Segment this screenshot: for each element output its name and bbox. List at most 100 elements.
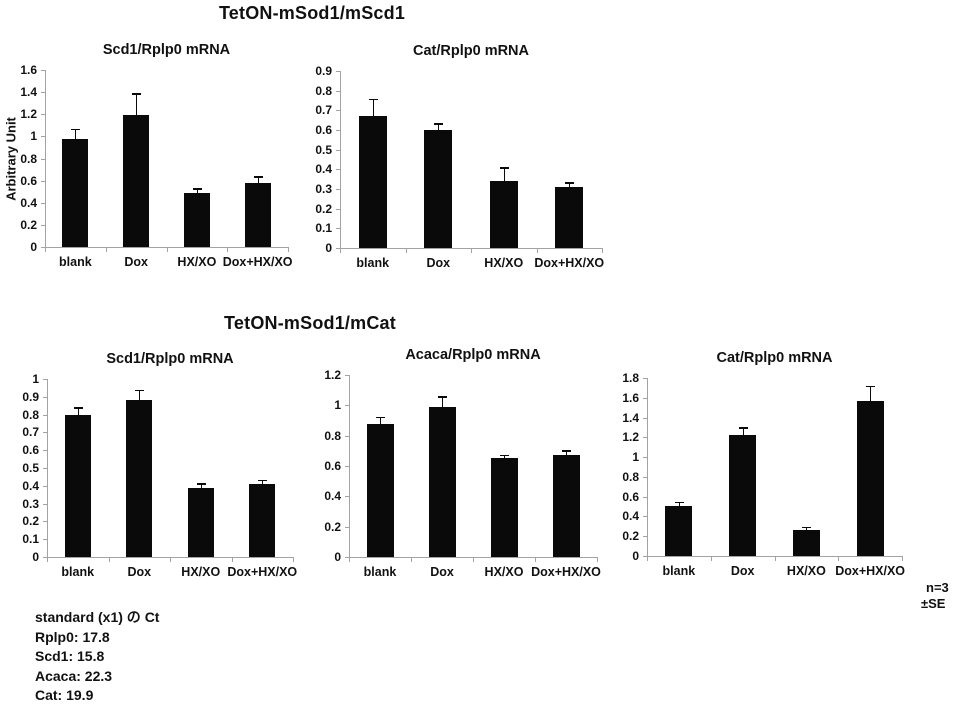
chart-title: Cat/Rplp0 mRNA	[716, 350, 833, 366]
y-tick-label: 0.5	[22, 461, 39, 475]
x-category-label: blank	[59, 255, 92, 269]
x-tick-mark	[166, 248, 168, 252]
y-tick-mark	[643, 437, 647, 439]
bar-hx-xo	[490, 458, 518, 557]
y-tick-label: 0.6	[622, 489, 639, 504]
bar-dox	[126, 400, 153, 557]
error-bar-cap	[802, 526, 812, 529]
y-tick-label: 0	[30, 240, 37, 254]
bar-dox-hx-xo	[552, 455, 580, 557]
y-tick-mark	[643, 496, 647, 498]
x-category-label: Dox	[426, 256, 451, 270]
y-tick-mark	[43, 450, 47, 452]
y-tick-mark	[336, 90, 340, 92]
error-bar-cap	[376, 416, 385, 419]
x-category-label: Dox	[430, 565, 454, 579]
sample-size-note: n=3	[926, 580, 949, 595]
error-bar-cap	[434, 123, 444, 125]
y-tick-label: 0.6	[20, 173, 37, 188]
y-tick-label: 1	[334, 398, 341, 413]
y-tick-mark	[41, 202, 45, 204]
y-tick-mark	[41, 180, 45, 182]
y-tick-mark	[643, 556, 647, 557]
error-bar-cap	[253, 176, 263, 178]
y-tick-mark	[41, 247, 45, 248]
y-tick-mark	[345, 557, 349, 558]
error-bar-line	[442, 396, 443, 407]
x-category-label: HX/XO	[786, 564, 826, 578]
x-category-label: HX/XO	[177, 255, 217, 269]
error-bar-line	[75, 128, 77, 139]
y-tick-label: 0	[32, 550, 39, 564]
chart-title: Cat/Rplp0 mRNA	[412, 43, 530, 59]
error-bar-line	[262, 479, 264, 484]
error-bar-line	[742, 427, 744, 436]
y-tick-mark	[345, 466, 349, 467]
bar-dox	[123, 115, 150, 247]
y-tick-label: 1.2	[622, 430, 639, 445]
x-category-label: Dox	[127, 565, 152, 579]
x-tick-mark	[536, 249, 538, 253]
error-bar-cap	[562, 450, 571, 452]
error-bar-line	[566, 450, 567, 456]
y-tick-label: 1.2	[324, 368, 341, 382]
y-tick-label: 0.3	[315, 182, 332, 196]
y-tick-label: 1.4	[20, 85, 37, 100]
x-category-label: Dox+HX/XO	[835, 564, 906, 578]
x-category-label: HX/XO	[181, 565, 221, 579]
bar-hx-xo	[792, 530, 820, 556]
error-type-note: ±SE	[921, 596, 946, 611]
section-title-top: TetON-mSod1/mScd1	[218, 3, 406, 23]
x-axis-line	[47, 557, 294, 558]
y-tick-label: 0.1	[315, 221, 332, 236]
x-tick-mark	[45, 248, 46, 252]
error-bar-cap	[132, 93, 142, 95]
y-tick-label: 1.6	[622, 390, 639, 405]
error-bar-cap	[135, 389, 145, 392]
y-tick-label: 0.8	[324, 428, 341, 443]
y-tick-mark	[43, 414, 47, 416]
bar-dox-hx-xo	[249, 484, 276, 557]
error-bar-cap	[565, 182, 575, 184]
x-tick-mark	[535, 558, 536, 562]
y-tick-mark	[41, 158, 45, 160]
x-tick-mark	[170, 558, 171, 562]
x-category-label: Dox+HX/XO	[531, 565, 601, 579]
y-tick-label: 0.9	[315, 64, 332, 78]
y-tick-mark	[43, 432, 47, 434]
x-axis-line	[647, 556, 903, 557]
error-bar-cap	[674, 501, 684, 504]
y-tick-label: 0.8	[315, 83, 332, 98]
y-tick-label: 1	[632, 450, 639, 465]
x-tick-mark	[349, 558, 350, 562]
x-tick-mark	[471, 249, 472, 253]
chart-title: Scd1/Rplp0 mRNA	[106, 351, 234, 367]
x-tick-mark	[710, 557, 712, 561]
y-tick-label: 0	[334, 550, 341, 564]
y-tick-mark	[643, 516, 647, 518]
y-tick-mark	[345, 526, 349, 528]
y-axis-line	[47, 379, 48, 558]
y-tick-label: 0.9	[22, 389, 39, 404]
y-tick-mark	[336, 110, 340, 112]
error-bar-line	[257, 176, 259, 183]
ct-note-cat: Cat: 19.9	[35, 687, 94, 703]
y-tick-label: 1.8	[622, 371, 639, 385]
x-tick-mark	[405, 249, 407, 253]
bar-dox	[428, 406, 456, 557]
bar-blank	[64, 414, 91, 557]
x-category-label: HX/XO	[484, 256, 524, 270]
y-tick-label: 0.4	[324, 489, 341, 504]
x-tick-mark	[602, 249, 603, 253]
bar-blank	[358, 116, 387, 248]
x-tick-mark	[411, 558, 412, 562]
x-category-label: HX/XO	[484, 565, 524, 579]
chart-title: Scd1/Rplp0 mRNA	[102, 42, 231, 58]
error-bar-cap	[866, 385, 876, 388]
y-axis-line	[45, 70, 46, 248]
y-tick-mark	[345, 435, 349, 437]
y-tick-mark	[336, 208, 340, 210]
chart-title: Acaca/Rplp0 mRNA	[405, 347, 541, 363]
x-tick-mark	[340, 249, 341, 253]
